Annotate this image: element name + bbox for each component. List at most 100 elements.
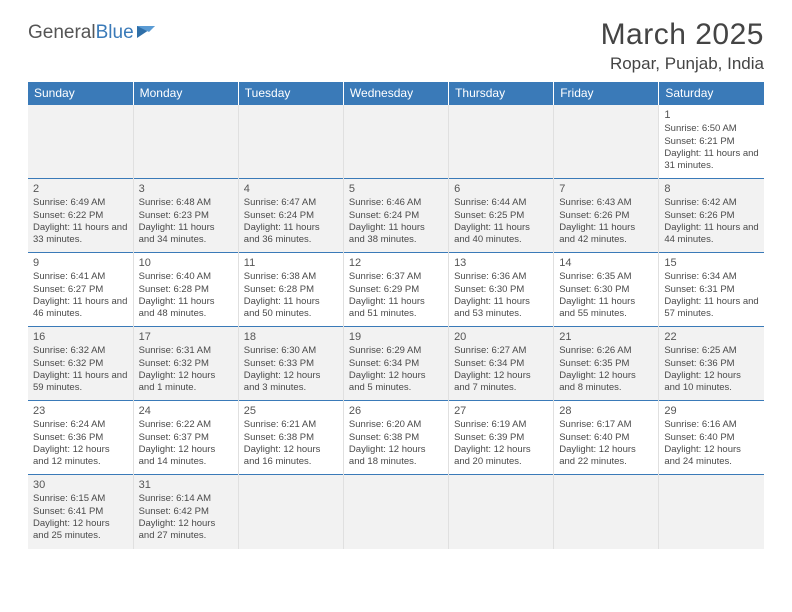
sunset-line: Sunset: 6:40 PM xyxy=(559,432,653,444)
calendar-row: 23Sunrise: 6:24 AMSunset: 6:36 PMDayligh… xyxy=(28,401,764,475)
calendar-cell: 3Sunrise: 6:48 AMSunset: 6:23 PMDaylight… xyxy=(133,179,238,253)
day-number: 7 xyxy=(559,182,653,196)
calendar-cell: 28Sunrise: 6:17 AMSunset: 6:40 PMDayligh… xyxy=(554,401,659,475)
calendar-cell-empty xyxy=(554,475,659,549)
calendar-cell: 12Sunrise: 6:37 AMSunset: 6:29 PMDayligh… xyxy=(343,253,448,327)
calendar-cell: 29Sunrise: 6:16 AMSunset: 6:40 PMDayligh… xyxy=(659,401,764,475)
day-number: 13 xyxy=(454,256,548,270)
day-number: 3 xyxy=(139,182,233,196)
logo: GeneralBlue xyxy=(28,22,159,44)
sunrise-line: Sunrise: 6:16 AM xyxy=(664,419,759,431)
sunrise-line: Sunrise: 6:20 AM xyxy=(349,419,443,431)
daylight-line: Daylight: 11 hours and 46 minutes. xyxy=(33,296,128,321)
day-number: 2 xyxy=(33,182,128,196)
day-number: 5 xyxy=(349,182,443,196)
sunset-line: Sunset: 6:36 PM xyxy=(664,358,759,370)
calendar-cell-empty xyxy=(449,105,554,179)
day-number: 1 xyxy=(664,108,759,122)
sunrise-line: Sunrise: 6:46 AM xyxy=(349,197,443,209)
sunrise-line: Sunrise: 6:35 AM xyxy=(559,271,653,283)
day-number: 11 xyxy=(244,256,338,270)
sunset-line: Sunset: 6:30 PM xyxy=(454,284,548,296)
daylight-line: Daylight: 11 hours and 57 minutes. xyxy=(664,296,759,321)
calendar-cell-empty xyxy=(449,475,554,549)
logo-word2: Blue xyxy=(96,22,134,43)
daylight-line: Daylight: 11 hours and 33 minutes. xyxy=(33,222,128,247)
sunset-line: Sunset: 6:26 PM xyxy=(559,210,653,222)
sunset-line: Sunset: 6:33 PM xyxy=(244,358,338,370)
sunrise-line: Sunrise: 6:43 AM xyxy=(559,197,653,209)
calendar-cell: 15Sunrise: 6:34 AMSunset: 6:31 PMDayligh… xyxy=(659,253,764,327)
weekday-header: Sunday xyxy=(28,82,133,105)
daylight-line: Daylight: 12 hours and 12 minutes. xyxy=(33,444,128,469)
calendar-cell: 25Sunrise: 6:21 AMSunset: 6:38 PMDayligh… xyxy=(238,401,343,475)
sunrise-line: Sunrise: 6:25 AM xyxy=(664,345,759,357)
calendar-cell: 18Sunrise: 6:30 AMSunset: 6:33 PMDayligh… xyxy=(238,327,343,401)
day-number: 8 xyxy=(664,182,759,196)
daylight-line: Daylight: 11 hours and 55 minutes. xyxy=(559,296,653,321)
calendar-cell-empty xyxy=(343,105,448,179)
calendar-cell-empty xyxy=(28,105,133,179)
day-number: 26 xyxy=(349,404,443,418)
sunrise-line: Sunrise: 6:26 AM xyxy=(559,345,653,357)
calendar-cell-empty xyxy=(554,105,659,179)
sunrise-line: Sunrise: 6:41 AM xyxy=(33,271,128,283)
calendar-cell: 8Sunrise: 6:42 AMSunset: 6:26 PMDaylight… xyxy=(659,179,764,253)
day-number: 19 xyxy=(349,330,443,344)
daylight-line: Daylight: 11 hours and 42 minutes. xyxy=(559,222,653,247)
day-number: 21 xyxy=(559,330,653,344)
calendar-cell: 31Sunrise: 6:14 AMSunset: 6:42 PMDayligh… xyxy=(133,475,238,549)
sunset-line: Sunset: 6:36 PM xyxy=(33,432,128,444)
sunset-line: Sunset: 6:38 PM xyxy=(349,432,443,444)
sunset-line: Sunset: 6:35 PM xyxy=(559,358,653,370)
day-number: 14 xyxy=(559,256,653,270)
sunrise-line: Sunrise: 6:42 AM xyxy=(664,197,759,209)
calendar-row: 30Sunrise: 6:15 AMSunset: 6:41 PMDayligh… xyxy=(28,475,764,549)
sunset-line: Sunset: 6:32 PM xyxy=(139,358,233,370)
calendar-cell-empty xyxy=(238,105,343,179)
daylight-line: Daylight: 11 hours and 48 minutes. xyxy=(139,296,233,321)
month-title: March 2025 xyxy=(601,18,764,52)
sunrise-line: Sunrise: 6:40 AM xyxy=(139,271,233,283)
calendar-cell-empty xyxy=(238,475,343,549)
day-number: 20 xyxy=(454,330,548,344)
calendar-cell: 16Sunrise: 6:32 AMSunset: 6:32 PMDayligh… xyxy=(28,327,133,401)
sunset-line: Sunset: 6:28 PM xyxy=(139,284,233,296)
sunset-line: Sunset: 6:37 PM xyxy=(139,432,233,444)
weekday-header: Tuesday xyxy=(238,82,343,105)
weekday-header: Friday xyxy=(554,82,659,105)
sunrise-line: Sunrise: 6:14 AM xyxy=(139,493,233,505)
calendar-body: 1Sunrise: 6:50 AMSunset: 6:21 PMDaylight… xyxy=(28,105,764,549)
calendar-cell: 5Sunrise: 6:46 AMSunset: 6:24 PMDaylight… xyxy=(343,179,448,253)
title-block: March 2025 Ropar, Punjab, India xyxy=(601,18,764,74)
sunrise-line: Sunrise: 6:34 AM xyxy=(664,271,759,283)
calendar-cell: 17Sunrise: 6:31 AMSunset: 6:32 PMDayligh… xyxy=(133,327,238,401)
calendar-cell: 23Sunrise: 6:24 AMSunset: 6:36 PMDayligh… xyxy=(28,401,133,475)
daylight-line: Daylight: 12 hours and 18 minutes. xyxy=(349,444,443,469)
sunset-line: Sunset: 6:28 PM xyxy=(244,284,338,296)
daylight-line: Daylight: 12 hours and 14 minutes. xyxy=(139,444,233,469)
day-number: 25 xyxy=(244,404,338,418)
day-number: 24 xyxy=(139,404,233,418)
sunrise-line: Sunrise: 6:44 AM xyxy=(454,197,548,209)
daylight-line: Daylight: 12 hours and 8 minutes. xyxy=(559,370,653,395)
sunset-line: Sunset: 6:39 PM xyxy=(454,432,548,444)
daylight-line: Daylight: 12 hours and 10 minutes. xyxy=(664,370,759,395)
sunrise-line: Sunrise: 6:38 AM xyxy=(244,271,338,283)
day-number: 30 xyxy=(33,478,128,492)
day-number: 10 xyxy=(139,256,233,270)
sunset-line: Sunset: 6:32 PM xyxy=(33,358,128,370)
calendar-cell: 6Sunrise: 6:44 AMSunset: 6:25 PMDaylight… xyxy=(449,179,554,253)
day-number: 23 xyxy=(33,404,128,418)
weekday-header: Saturday xyxy=(659,82,764,105)
calendar-cell: 2Sunrise: 6:49 AMSunset: 6:22 PMDaylight… xyxy=(28,179,133,253)
calendar-header-row: SundayMondayTuesdayWednesdayThursdayFrid… xyxy=(28,82,764,105)
daylight-line: Daylight: 11 hours and 50 minutes. xyxy=(244,296,338,321)
sunrise-line: Sunrise: 6:47 AM xyxy=(244,197,338,209)
daylight-line: Daylight: 11 hours and 38 minutes. xyxy=(349,222,443,247)
calendar-cell: 13Sunrise: 6:36 AMSunset: 6:30 PMDayligh… xyxy=(449,253,554,327)
sunrise-line: Sunrise: 6:32 AM xyxy=(33,345,128,357)
daylight-line: Daylight: 11 hours and 40 minutes. xyxy=(454,222,548,247)
calendar-cell: 11Sunrise: 6:38 AMSunset: 6:28 PMDayligh… xyxy=(238,253,343,327)
day-number: 22 xyxy=(664,330,759,344)
